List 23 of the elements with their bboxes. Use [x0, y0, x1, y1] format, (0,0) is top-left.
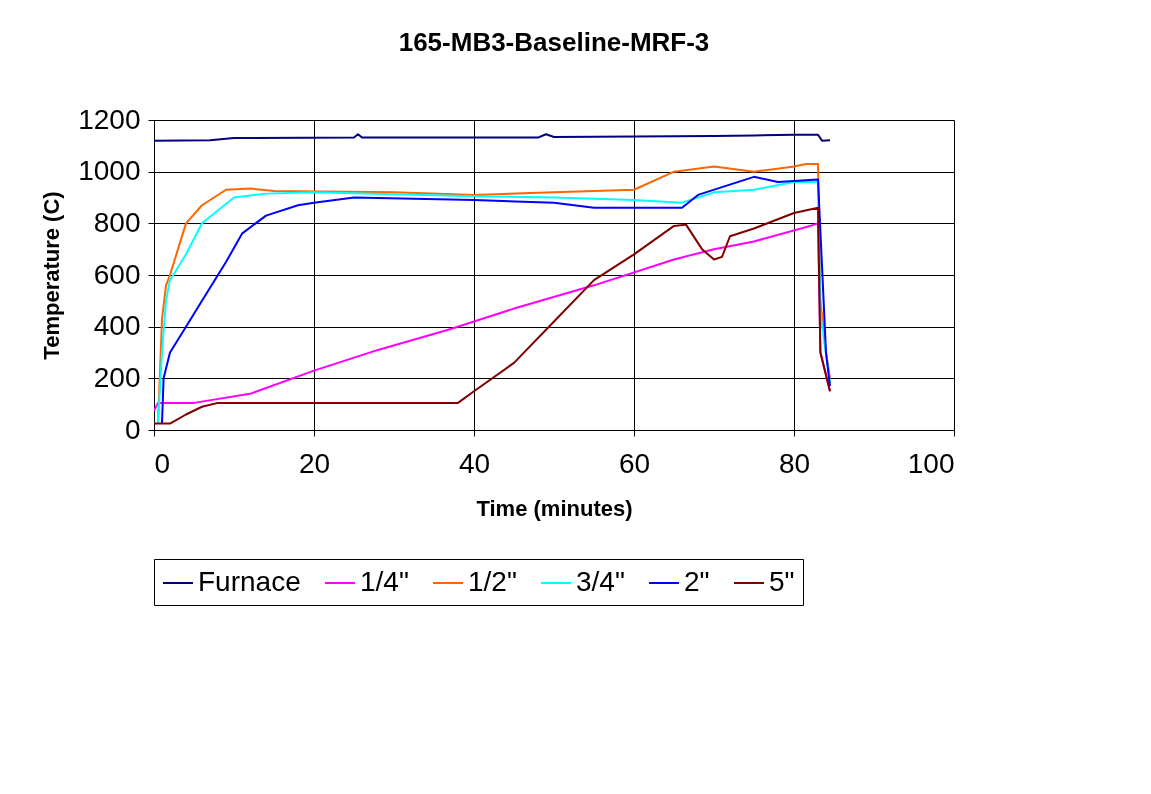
x-tick-label: 0: [154, 447, 171, 479]
y-tick-label: 800: [93, 206, 141, 238]
x-tick-label: 40: [458, 447, 491, 479]
legend-label: 2": [684, 566, 710, 597]
legend-label: 1/4": [360, 566, 409, 597]
y-axis-title: Temperature (C): [39, 191, 65, 360]
y-tick-label: 0: [124, 413, 141, 445]
legend-label: 1/2": [468, 566, 517, 597]
chart-title: 165-MB3-Baseline-MRF-3: [398, 27, 710, 57]
x-tick-label: 100: [907, 447, 955, 479]
legend-label: Furnace: [198, 566, 301, 597]
legend-label: 3/4": [576, 566, 625, 597]
y-tick-label: 600: [93, 258, 141, 290]
y-tick-label: 1000: [78, 155, 141, 187]
x-tick-label: 20: [298, 447, 331, 479]
legend-label: 5": [769, 566, 795, 597]
y-tick-label: 1200: [78, 103, 141, 135]
x-tick-label: 80: [778, 447, 811, 479]
x-tick-label: 60: [618, 447, 651, 479]
line-series: [154, 133, 831, 142]
x-axis-title: Time (minutes): [476, 495, 633, 521]
y-tick-label: 200: [93, 361, 141, 393]
y-tick-label: 400: [93, 310, 141, 342]
